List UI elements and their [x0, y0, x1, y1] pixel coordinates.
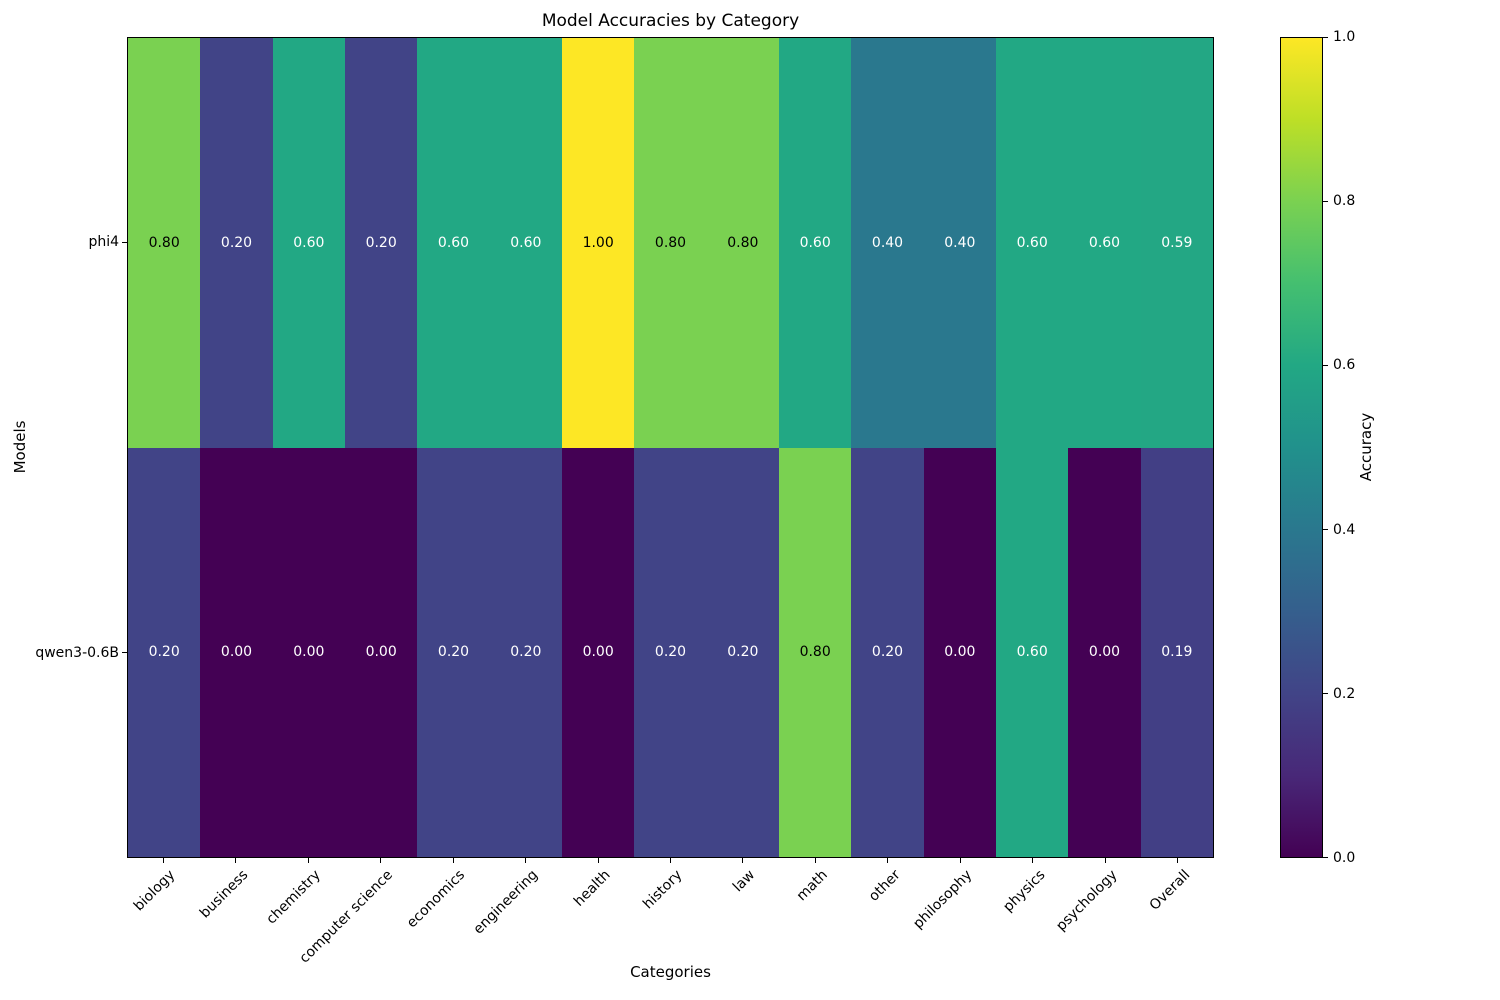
colorbar-tick-mark: [1323, 36, 1328, 38]
colorbar-tick-label: 0.0: [1333, 850, 1356, 866]
heatmap-cell: 0.20: [851, 447, 924, 857]
x-tick-mark: [1177, 858, 1179, 863]
heatmap-cell: 0.80: [128, 38, 201, 448]
x-tick-mark: [525, 858, 527, 863]
x-tick-mark: [1104, 858, 1106, 863]
x-tick-mark: [670, 858, 671, 863]
heatmap-cell: 0.60: [996, 447, 1069, 857]
x-tick-mark: [452, 858, 454, 863]
colorbar-tick-mark: [1323, 529, 1328, 531]
heatmap-cell: 0.19: [1140, 447, 1213, 857]
x-tick-label: biology: [131, 867, 179, 915]
heatmap-cell: 0.00: [272, 447, 345, 857]
colorbar-tick-label: 1.0: [1333, 29, 1356, 45]
x-tick-mark: [380, 858, 382, 863]
x-tick-mark: [742, 858, 744, 863]
colorbar-tick-mark: [1323, 693, 1328, 695]
heatmap-cell: 0.60: [489, 38, 562, 448]
y-tick-label: phi4: [88, 234, 119, 251]
y-tick-mark: [122, 652, 127, 654]
heatmap-cell: 0.40: [851, 38, 924, 448]
x-tick-mark: [814, 858, 816, 863]
colorbar-tick-label: 0.6: [1333, 357, 1356, 374]
colorbar-tick-mark: [1323, 200, 1328, 202]
colorbar: [1280, 37, 1323, 858]
heatmap-cell: 0.20: [706, 447, 779, 857]
x-tick-label: philosophy: [910, 867, 976, 933]
heatmap-cell: 0.00: [200, 447, 273, 857]
heatmap-cell: 0.00: [923, 447, 996, 857]
colorbar-tick-label: 0.4: [1333, 521, 1356, 538]
x-tick-label: law: [730, 867, 759, 896]
x-tick-mark: [1032, 858, 1034, 863]
x-tick-label: engineering: [470, 867, 541, 938]
x-tick-mark: [235, 858, 237, 863]
x-tick-mark: [307, 858, 309, 863]
colorbar-tick-mark: [1323, 364, 1328, 366]
x-tick-mark: [597, 858, 599, 863]
x-tick-label: physics: [999, 867, 1049, 916]
heatmap-cell: 0.20: [489, 447, 562, 857]
x-tick-mark: [959, 858, 961, 863]
colorbar-tick-mark: [1323, 856, 1328, 858]
x-tick-label: business: [196, 867, 252, 922]
x-tick-label: history: [640, 867, 686, 913]
chart-title: Model Accuracies by Category: [541, 11, 800, 31]
heatmap-cell: 0.60: [272, 38, 345, 448]
x-tick-label: psychology: [1053, 867, 1121, 935]
y-tick-label: qwen3-0.6B: [35, 644, 119, 661]
colorbar-gradient: [1281, 38, 1322, 857]
heatmap-cell: 0.60: [996, 38, 1069, 448]
colorbar-tick-label: 0.8: [1333, 193, 1356, 210]
y-tick-mark: [122, 241, 127, 243]
colorbar-tick-label: 0.2: [1333, 685, 1356, 702]
x-tick-label: math: [793, 867, 831, 905]
heatmap-cell: 0.20: [128, 447, 201, 857]
x-tick-mark: [162, 858, 164, 863]
heatmap-cell: 0.20: [200, 38, 273, 448]
heatmap-cell: 0.00: [562, 447, 635, 857]
colorbar-label: Accuracy: [1357, 412, 1375, 482]
heatmap-cell: 0.20: [345, 38, 418, 448]
heatmap-cell: 0.20: [417, 447, 490, 857]
heatmap-cell: 0.60: [417, 38, 490, 448]
heatmap-cell: 0.00: [345, 447, 418, 857]
x-tick-label: chemistry: [262, 867, 324, 928]
heatmap-cell: 0.60: [1068, 38, 1141, 448]
heatmap-cell: 0.80: [779, 447, 852, 857]
heatmap-cell: 0.40: [923, 38, 996, 448]
heatmap-cell: 1.00: [562, 38, 635, 448]
x-tick-label: Overall: [1146, 867, 1194, 914]
x-tick-mark: [887, 858, 889, 863]
heatmap-cell: 0.00: [1068, 447, 1141, 857]
x-tick-label: economics: [404, 867, 469, 932]
heatmap-cell: 0.60: [779, 38, 852, 448]
x-tick-label: other: [865, 867, 904, 905]
heatmap-cell: 0.80: [634, 38, 707, 448]
heatmap-cell: 0.59: [1140, 38, 1213, 448]
heatmap-cell: 0.80: [706, 38, 779, 448]
x-tick-label: health: [570, 867, 614, 910]
y-axis-label: Models: [11, 420, 29, 474]
x-axis-label: Categories: [630, 963, 711, 981]
heatmap-grid: 0.80 0.20 0.60 0.20 0.60 0.60 1.00 0.80 0.80 0.60…: [127, 37, 1214, 858]
heatmap-cell: 0.20: [634, 447, 707, 857]
